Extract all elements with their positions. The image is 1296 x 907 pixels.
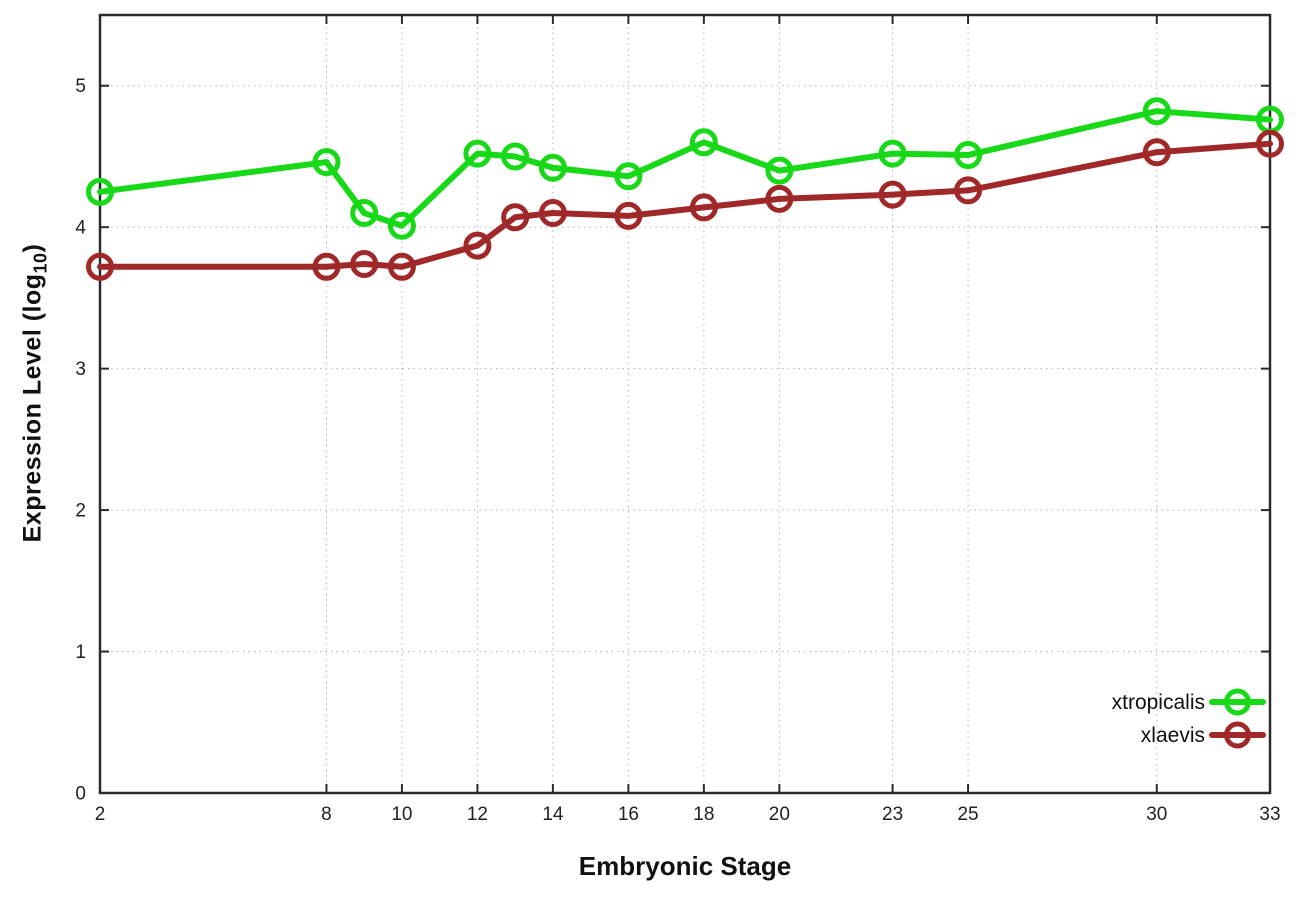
- marker-xlaevis: [765, 184, 794, 213]
- plot-border: [98, 13, 1272, 795]
- x-tick-label: 8: [321, 804, 332, 825]
- y-tick-label: 4: [75, 218, 86, 239]
- marker-xlaevis: [86, 252, 114, 281]
- marker-xtropicalis: [312, 148, 341, 177]
- marker-xtropicalis: [387, 211, 416, 240]
- legend-marker-xlaevis: [1224, 721, 1251, 749]
- marker-xlaevis: [312, 252, 341, 281]
- legend-marker-xtropicalis: [1224, 688, 1251, 716]
- x-tick-label: 20: [769, 804, 790, 825]
- marker-xlaevis: [350, 249, 379, 278]
- marker-xtropicalis: [614, 162, 643, 191]
- marker-xlaevis: [501, 203, 530, 232]
- marker-xtropicalis: [765, 156, 794, 185]
- marker-xtropicalis: [689, 128, 718, 157]
- marker-xlaevis: [1142, 138, 1171, 167]
- marker-xtropicalis: [350, 199, 379, 228]
- y-tick-label: 0: [75, 784, 86, 805]
- marker-xtropicalis: [538, 153, 567, 182]
- marker-xtropicalis: [463, 139, 492, 168]
- marker-xtropicalis: [501, 142, 530, 171]
- x-tick-label: 16: [618, 804, 639, 825]
- y-tick-label: 3: [75, 359, 86, 380]
- marker-xtropicalis: [954, 141, 983, 170]
- y-axis-title-subscript: 10: [30, 252, 51, 274]
- marker-xlaevis: [387, 252, 416, 281]
- x-tick-label: 12: [467, 804, 488, 825]
- y-axis-title: Expression Level (log10): [18, 243, 51, 543]
- marker-xtropicalis: [878, 139, 907, 168]
- y-tick-label: 2: [75, 501, 86, 522]
- marker-xlaevis: [614, 201, 643, 230]
- x-tick-label: 2: [95, 804, 106, 825]
- marker-xlaevis: [954, 176, 983, 205]
- marker-xtropicalis: [86, 177, 114, 206]
- x-tick-label: 14: [542, 804, 564, 825]
- x-tick-label: 23: [882, 804, 903, 825]
- y-axis-title-close: ): [18, 243, 47, 253]
- marker-xtropicalis: [1142, 97, 1171, 126]
- x-tick-label: 25: [957, 804, 978, 825]
- legend-label-xtropicalis: xtropicalis: [1112, 691, 1205, 714]
- series-line-xlaevis: [97, 140, 1273, 270]
- x-tick-label: 33: [1259, 804, 1280, 825]
- marker-xlaevis: [878, 180, 907, 209]
- legend-label-xlaevis: xlaevis: [1141, 724, 1205, 747]
- y-tick-label: 5: [75, 76, 86, 97]
- x-tick-label: 30: [1146, 804, 1167, 825]
- y-axis-title-text: Expression Level (log: [18, 273, 47, 543]
- x-tick-label: 10: [391, 804, 412, 825]
- y-tick-label: 1: [75, 642, 86, 663]
- x-axis-title: Embryonic Stage: [578, 851, 792, 881]
- x-tick-label: 18: [693, 804, 714, 825]
- marker-xlaevis: [689, 193, 718, 222]
- marker-xlaevis: [538, 199, 567, 228]
- marker-xlaevis: [1256, 129, 1284, 158]
- marker-xlaevis: [463, 231, 492, 260]
